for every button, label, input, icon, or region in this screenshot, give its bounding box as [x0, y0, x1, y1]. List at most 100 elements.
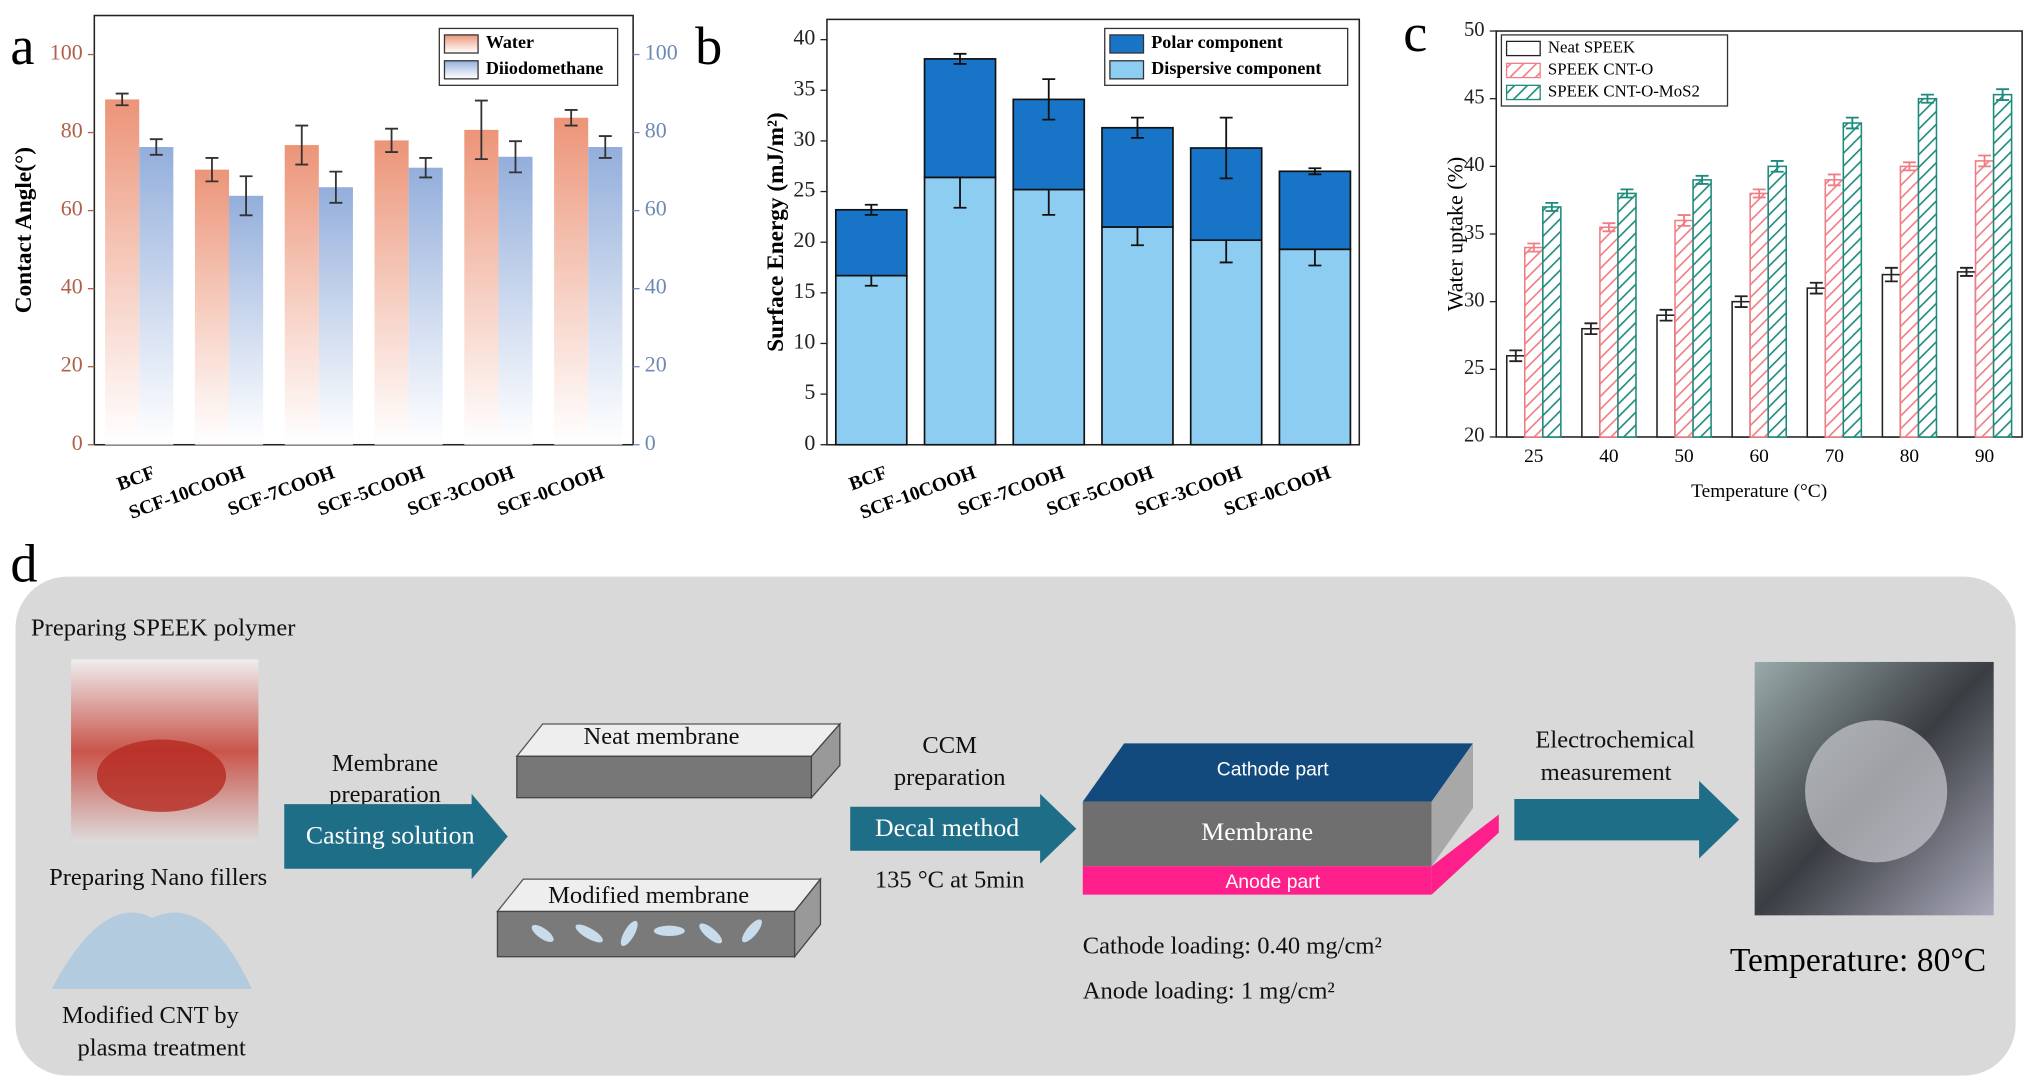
error-bar — [1695, 174, 1709, 185]
step-text: Modified CNT by — [62, 1002, 240, 1029]
layer-text: Cathode part — [1217, 759, 1330, 781]
step-text: Electrochemical — [1535, 727, 1695, 754]
y-tick-label: 20 — [645, 352, 667, 377]
temperature-text: Temperature: 80°C — [1730, 942, 1986, 979]
loading-text: Cathode loading: 0.40 mg/cm² — [1083, 932, 1382, 959]
chart: a 0 20 40 60 80 100 0 20 40 60 80 100 Contact Angle(°… — [10, 14, 678, 524]
y-tick-label: 40 — [645, 274, 667, 299]
bar — [1674, 219, 1694, 438]
y-tick-label: 60 — [61, 196, 83, 221]
bar-segment — [834, 274, 908, 446]
error-bar — [864, 203, 878, 216]
error-bar — [1545, 201, 1559, 212]
bar — [1842, 122, 1863, 438]
panel-label: a — [10, 16, 34, 76]
error-bar — [953, 52, 967, 65]
x-axis-label: Temperature (°C) — [1691, 481, 1827, 502]
legend-label: Dispersive component — [1151, 58, 1321, 78]
x-tick-label: 70 — [1825, 446, 1844, 467]
slab-text: Neat membrane — [584, 723, 740, 750]
bar-segment — [1189, 239, 1263, 446]
x-tick-label: 90 — [1975, 446, 1994, 467]
error-bar — [385, 127, 399, 153]
bar — [194, 169, 230, 445]
y-tick-label: 60 — [645, 196, 667, 221]
bar — [139, 147, 174, 445]
legend-label: Diiodomethane — [486, 58, 603, 78]
bar-segment — [923, 176, 997, 446]
error-bar — [1602, 222, 1616, 233]
x-tick-label: 80 — [1900, 446, 1919, 467]
x-tick-label: BCF — [846, 462, 890, 495]
bar-segment — [1101, 226, 1174, 446]
arrow — [1514, 780, 1740, 859]
diagram: d Preparing SPEEK polymer Preparing Nano… — [10, 533, 2016, 1076]
arrow — [850, 793, 1077, 864]
bar — [1824, 179, 1845, 438]
bar — [588, 147, 623, 445]
y-tick-label: 40 — [793, 25, 815, 50]
bar — [1956, 271, 1977, 438]
error-bar — [1960, 266, 1973, 277]
y-tick-label: 0 — [72, 430, 83, 455]
bar — [1806, 287, 1827, 438]
error-bar — [115, 92, 129, 107]
bar — [1917, 97, 1938, 438]
y-tick-label: 25 — [1464, 357, 1485, 379]
cell — [1805, 720, 1948, 863]
error-bar — [1921, 93, 1934, 104]
step-text: plasma treatment — [78, 1034, 246, 1061]
error-bar — [1884, 266, 1898, 283]
legend-label: Polar component — [1151, 32, 1283, 52]
bar — [229, 195, 264, 445]
legend-swatch — [443, 60, 479, 80]
error-bar — [509, 140, 522, 174]
bar — [1617, 192, 1637, 438]
y-tick-label: 80 — [61, 118, 83, 143]
y-tick-label: 45 — [1464, 86, 1485, 108]
bar-segment — [923, 58, 997, 179]
error-bar — [1042, 78, 1056, 121]
bar — [284, 145, 319, 445]
step-text: measurement — [1541, 759, 1672, 786]
bar-segment — [1278, 170, 1352, 251]
error-bar — [1527, 242, 1541, 253]
legend-label: Water — [486, 32, 534, 52]
slab-side — [810, 722, 841, 800]
legend-swatch — [1109, 60, 1145, 80]
step-text: 135 °C at 5min — [875, 866, 1025, 893]
chart: c 20 25 30 35 40 45 50 Water uptake (%) Temperatu… — [1403, 3, 2023, 502]
bar — [1974, 160, 1995, 438]
error-bar — [1734, 295, 1748, 308]
beaker — [96, 739, 227, 812]
y-tick-label: 80 — [645, 118, 667, 143]
step-text: Preparing Nano fillers — [49, 864, 267, 891]
slab-text: Modified membrane — [548, 882, 749, 909]
error-bar — [239, 175, 253, 217]
y-tick-label: 40 — [1464, 154, 1485, 176]
legend-swatch — [1505, 84, 1541, 101]
y-tick-label: 25 — [793, 177, 815, 202]
y-tick-label: 35 — [1464, 222, 1485, 244]
error-bar — [1219, 116, 1233, 180]
legend-swatch — [1505, 40, 1541, 57]
step-text: Membrane — [332, 750, 438, 777]
y-tick-label: 30 — [1464, 289, 1485, 311]
y-tick-label: 20 — [1464, 425, 1485, 447]
plot-frame — [93, 14, 634, 446]
bar — [105, 99, 140, 445]
error-bar — [1996, 88, 2010, 101]
layer-text: Membrane — [1201, 817, 1313, 846]
error-bar — [295, 124, 309, 166]
bar — [1656, 314, 1676, 438]
error-bar — [149, 138, 163, 156]
y-tick-label: 20 — [61, 352, 83, 377]
error-bar — [598, 135, 612, 159]
bar — [1749, 192, 1769, 438]
y-tick-label: 30 — [793, 126, 815, 151]
bar — [1599, 226, 1619, 438]
error-bar — [1978, 154, 1992, 168]
x-tick-label: 60 — [1749, 446, 1768, 467]
